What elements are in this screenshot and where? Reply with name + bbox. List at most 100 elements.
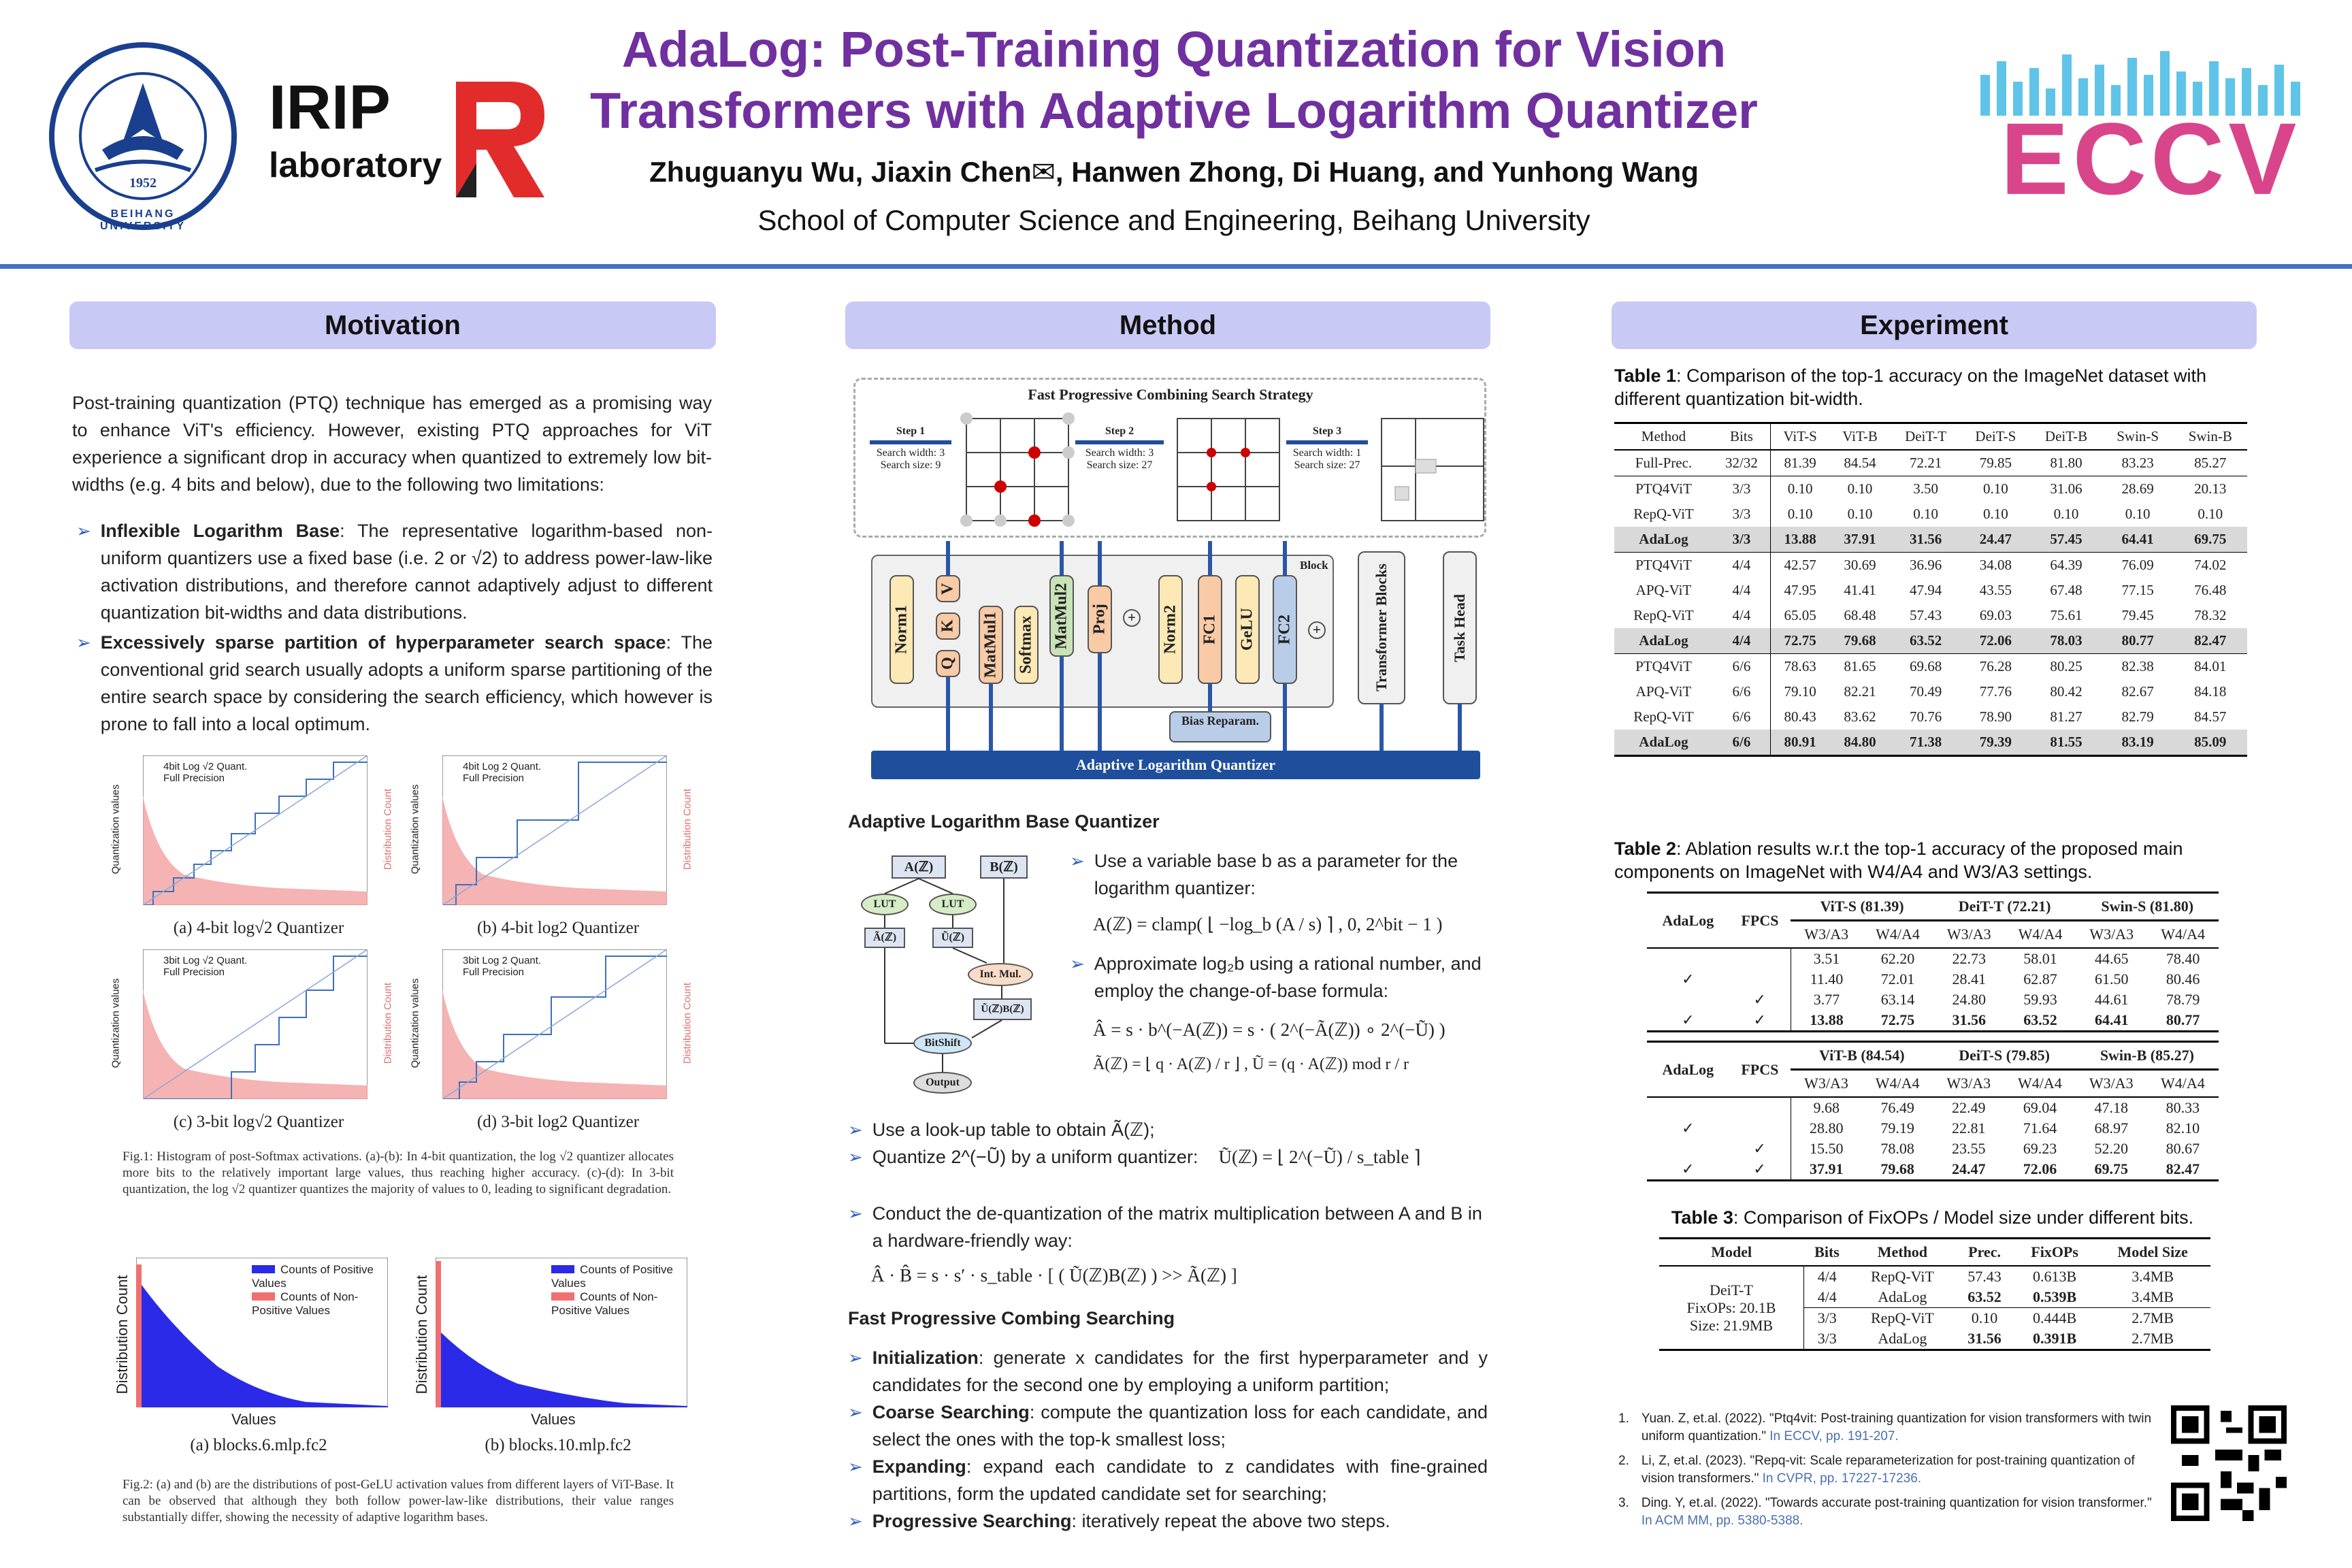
reference-item: 2. Li, Z, et.al. (2023). "Repq-vit: Scale… xyxy=(1618,1452,2153,1488)
table3-header-cell: Prec. xyxy=(1955,1237,2014,1267)
dequant-bullet-text: ➢ Conduct the de-quantization of the mat… xyxy=(848,1200,1488,1254)
table-cell: 4/4 xyxy=(1712,603,1771,628)
table-cell: 0.10 xyxy=(2198,506,2223,522)
table3-header-cell: Model Size xyxy=(2095,1237,2210,1267)
table-row: APQ-ViT 6/6 79.10 82.21 70.49 77.76 80.42 82.67… xyxy=(1614,679,2247,704)
fig1-legend-c: 3bit Log √2 Quant. Full Precision xyxy=(163,955,248,978)
table2-subheader-cell: W4/A4 xyxy=(2004,919,2076,949)
task-head-block: Task Head xyxy=(1443,551,1477,704)
table2-subheader-cell: W4/A4 xyxy=(1862,919,1933,949)
fig1-plot-a xyxy=(143,755,368,905)
arrow-bullet-icon: ➢ xyxy=(848,1120,863,1140)
arrow-bullet-icon: ➢ xyxy=(76,521,91,541)
reference-venue-link[interactable]: In ECCV, pp. 191-207. xyxy=(1766,1429,1899,1443)
table-cell: 57.43 xyxy=(1909,607,1942,623)
fig2-caption-a: (a) blocks.6.mlp.fc2 xyxy=(190,1436,327,1454)
table2-subheader-cell: W3/A3 xyxy=(1933,919,2005,949)
table-cell: 84.80 xyxy=(1829,730,1891,757)
table-cell: 0.10 xyxy=(1982,506,2008,522)
title-line-2: Transformers with Adaptive Logarithm Qua… xyxy=(590,82,1758,139)
arrow-bullet-icon: ➢ xyxy=(76,632,91,653)
table3-header-cell: FixOPs xyxy=(2014,1237,2095,1267)
table-cell: 78.03 xyxy=(2030,628,2102,654)
table1-header-cell: DeiT-T xyxy=(1890,422,1961,451)
table-row: 3/3 AdaLog 31.56 0.391B 2.7MB xyxy=(1659,1328,2210,1351)
table1-header-cell: DeiT-B xyxy=(2030,422,2102,451)
v-block: V xyxy=(936,575,960,602)
arrow-bullet-icon: ➢ xyxy=(848,1348,863,1368)
reference-venue-link[interactable]: In CVPR, pp. 17227-17236. xyxy=(1759,1471,1922,1486)
table-cell: AdaLog xyxy=(1614,628,1713,654)
table3-header-cell: Method xyxy=(1850,1237,1955,1267)
table-row: DeiT-T FixOPs: 20.1B Size: 21.9MB 4/4 RepQ-V… xyxy=(1659,1266,2210,1351)
albq-bullet-1: ➢ Use a variable base b as a parameter f… xyxy=(1070,847,1492,902)
fig2-xlabel-a: Values xyxy=(231,1411,276,1428)
fig1-ylabel-a: Quantization values xyxy=(110,784,122,875)
table-row: 4/4 AdaLog 63.52 0.539B 3.4MB xyxy=(1659,1287,2210,1308)
table-cell: 6/6 xyxy=(1712,704,1771,730)
table-cell: 82.47 xyxy=(2146,1159,2219,1181)
fig1-legend-a: 4bit Log √2 Quant. Full Precision xyxy=(163,761,248,784)
table-cell: 28.69 xyxy=(2102,476,2174,502)
model-cell-line: Size: 21.9MB xyxy=(1689,1316,1774,1334)
reference-text: Ding. Y, et.al. (2022). "Towards accurat… xyxy=(1641,1496,2152,1528)
table1-header-cell: DeiT-S xyxy=(1961,422,2031,451)
fig1-legend-b: 4bit Log 2 Quant. Full Precision xyxy=(463,761,542,784)
fpcs-bullet-3: ➢ Expanding: expand each candidate to z c… xyxy=(848,1453,1488,1507)
search-strategy-box xyxy=(853,378,1486,538)
table-row: APQ-ViT 4/4 47.95 41.41 47.94 43.55 67.48 77.15… xyxy=(1614,578,2247,603)
table-cell: 63.52 xyxy=(1967,1288,2002,1305)
table-cell: 57.43 xyxy=(1967,1268,2002,1285)
table-cell xyxy=(1729,969,1791,990)
reference-item: 1. Yuan. Z, et.al. (2022). "Ptq4vit: Post… xyxy=(1618,1410,2153,1446)
table-cell: 36.96 xyxy=(1890,552,1961,578)
table-cell: 79.10 xyxy=(1784,683,1816,700)
table1-header-cell: ViT-B xyxy=(1829,422,1891,451)
matmul1-block: MatMul1 xyxy=(979,606,1003,684)
table-cell: 3.50 xyxy=(1890,476,1961,502)
table2-subheader-cell: W4/A4 xyxy=(2004,1068,2076,1098)
albq-bullets: ➢ Use a variable base b as a parameter f… xyxy=(1070,847,1492,1074)
table2-subheader-cell: W4/A4 xyxy=(1861,1068,1933,1098)
table-cell: RepQ-ViT xyxy=(1871,1268,1934,1285)
table-cell xyxy=(1647,948,1729,969)
table-cell: 77.15 xyxy=(2121,582,2154,598)
table-cell: APQ-ViT xyxy=(1635,582,1692,598)
fig1-plot-c xyxy=(143,949,368,1099)
table-cell: 30.69 xyxy=(1829,552,1891,578)
fig1-plot-b xyxy=(442,755,667,905)
k-block: K xyxy=(936,612,960,640)
table-cell: 76.48 xyxy=(2194,582,2227,598)
table-cell xyxy=(1647,1139,1729,1159)
step3-label: Step 3 Search width: 1 Search size: 27 xyxy=(1279,425,1375,472)
table-cell: 69.75 xyxy=(2173,527,2247,553)
irip-text: IRIP xyxy=(269,73,391,142)
fpcs-bullet-1: ➢ Initialization: generate x candidates f… xyxy=(848,1344,1488,1399)
legend-swatch-icon xyxy=(551,1292,574,1301)
table-cell: 44.61 xyxy=(2095,991,2129,1008)
fpcs-bullet-4: ➢ Progressive Searching: iteratively repe… xyxy=(848,1507,1488,1535)
proj-block: Proj xyxy=(1088,585,1112,653)
table-row: ✓ ✓ 37.91 79.68 24.47 72.06 69.75 82.47 xyxy=(1647,1159,2219,1181)
table-cell: 3/3 xyxy=(1712,502,1771,527)
table-cell: 70.49 xyxy=(1909,683,1942,700)
table-cell: 28.80 xyxy=(1809,1120,1844,1137)
table-cell: 43.55 xyxy=(1979,582,2012,598)
table-cell: 80.42 xyxy=(2050,683,2082,700)
table-cell: 4/4 xyxy=(1712,552,1771,578)
table3-model-cell: DeiT-T FixOPs: 20.1B Size: 21.9MB xyxy=(1659,1266,1804,1351)
arrow-bullet-icon: ➢ xyxy=(848,1147,863,1167)
table-cell: 67.48 xyxy=(2050,582,2082,598)
table-cell: 47.95 xyxy=(1784,582,1816,598)
table-cell: 78.79 xyxy=(2166,991,2200,1008)
table-row: Full-Prec. 32/32 81.39 84.54 72.21 79.85 81.80… xyxy=(1614,450,2247,476)
reference-item: 3. Ding. Y, et.al. (2022). "Towards accur… xyxy=(1618,1494,2153,1530)
reference-venue-link[interactable]: In ACM MM, pp. 5380-5388. xyxy=(1641,1514,1803,1528)
table-cell: 0.391B xyxy=(2014,1328,2095,1351)
table2-caption: Table 2: Ablation results w.r.t the top-… xyxy=(1614,838,2183,882)
arrow-bullet-icon: ➢ xyxy=(848,1456,863,1477)
legend-swatch-icon xyxy=(252,1292,275,1301)
title-line-1: AdaLog: Post-Training Quantization for V… xyxy=(621,21,1727,78)
table-cell: 79.68 xyxy=(1829,628,1891,654)
table-row: ✓ 15.50 78.08 23.55 69.23 52.20 80.67 xyxy=(1647,1139,2219,1159)
